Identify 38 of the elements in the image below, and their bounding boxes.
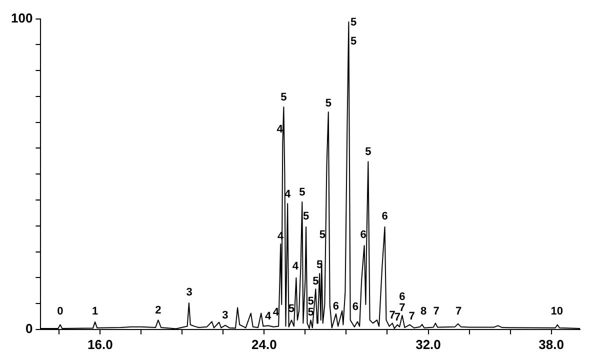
- annotation: 0: [57, 306, 64, 318]
- annotation: 6: [332, 300, 340, 312]
- annotation: 6: [382, 210, 388, 222]
- annotation: 5: [365, 146, 372, 158]
- annotation: 5: [308, 296, 314, 308]
- annotation: 6: [399, 290, 406, 303]
- x-tick-label: 32.0: [416, 336, 441, 352]
- annotation: 5: [280, 92, 287, 104]
- annotation: 1: [92, 306, 98, 318]
- annotation: 5: [308, 306, 314, 319]
- annotation: 7: [433, 306, 440, 318]
- annotation: 7: [389, 310, 396, 322]
- x-tick-label: 24.0: [252, 336, 277, 352]
- annotation: 4: [265, 310, 272, 322]
- annotation: 5: [299, 186, 306, 198]
- x-tick-label: 16.0: [88, 336, 113, 352]
- x-tick-label: 38.0: [538, 336, 564, 352]
- annotation: 10: [550, 306, 563, 318]
- annotation: 3: [222, 309, 228, 322]
- annotation: 7: [456, 306, 462, 318]
- annotation: 5: [325, 97, 332, 110]
- annotation: 5: [350, 35, 357, 48]
- annotation: 6: [352, 301, 359, 314]
- annotation: 4: [272, 306, 280, 319]
- annotation: 7: [394, 311, 401, 324]
- annotation: 8: [420, 306, 427, 318]
- annotation: 7: [399, 302, 406, 314]
- annotation: 2: [155, 304, 162, 317]
- annotation: 6: [360, 228, 366, 241]
- annotation: 3: [186, 286, 192, 299]
- y-tick-label: 100: [10, 10, 33, 26]
- annotation: 5: [302, 210, 310, 222]
- annotation: 5: [319, 228, 326, 241]
- annotation: 5: [312, 276, 319, 288]
- annotation: 5: [288, 302, 295, 315]
- annotation: 5: [350, 16, 357, 29]
- annotation: 7: [408, 310, 415, 322]
- annotation: 4: [292, 260, 300, 273]
